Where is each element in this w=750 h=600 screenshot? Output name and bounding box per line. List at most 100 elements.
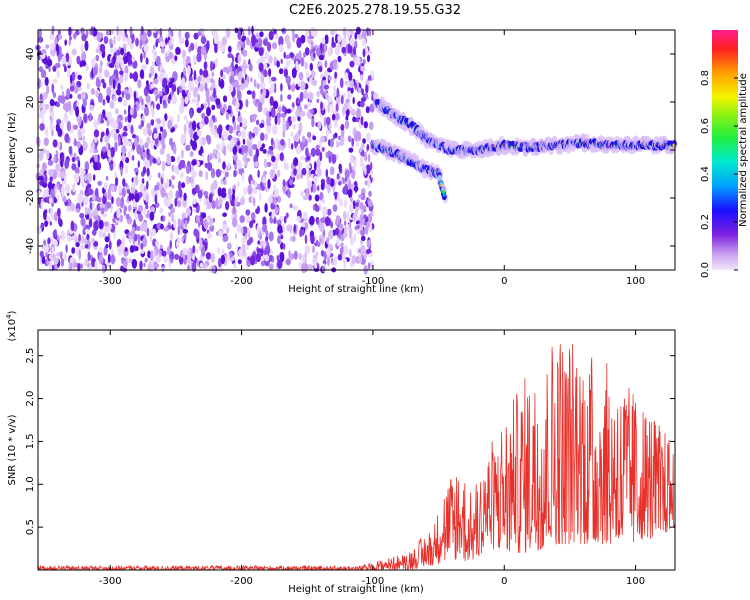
noise-blob bbox=[240, 197, 245, 206]
noise-blob bbox=[350, 202, 354, 213]
noise-blob bbox=[330, 30, 335, 36]
noise-blob bbox=[263, 170, 268, 176]
noise-blob bbox=[347, 188, 353, 199]
noise-blob bbox=[328, 129, 332, 134]
noise-blob bbox=[40, 69, 47, 79]
noise-blob bbox=[102, 146, 107, 153]
noise-blob bbox=[94, 187, 99, 198]
noise-blob bbox=[239, 215, 245, 224]
noise-blob bbox=[195, 215, 201, 224]
noise-blob bbox=[145, 95, 151, 103]
noise-blob bbox=[344, 183, 348, 193]
noise-blob bbox=[151, 228, 156, 237]
noise-blob bbox=[118, 76, 124, 84]
noise-blob bbox=[199, 137, 203, 148]
noise-blob bbox=[298, 161, 303, 168]
noise-blob bbox=[77, 74, 82, 80]
snr-y-ticks: 0.5 1.0 1.5 2.0 2.5 bbox=[25, 348, 675, 535]
noise-blob bbox=[364, 151, 368, 162]
noise-blob bbox=[192, 54, 197, 66]
noise-blob bbox=[60, 230, 66, 241]
noise-blob bbox=[262, 223, 268, 233]
noise-blob bbox=[173, 144, 177, 155]
noise-blob bbox=[360, 73, 364, 81]
noise-blob bbox=[110, 146, 115, 158]
noise-blob bbox=[297, 116, 301, 122]
noise-blob bbox=[190, 138, 193, 147]
noise-blob bbox=[262, 63, 268, 70]
noise-blob bbox=[81, 33, 87, 42]
noise-blob bbox=[342, 26, 347, 37]
noise-blob bbox=[216, 247, 220, 254]
noise-blob bbox=[274, 206, 279, 215]
noise-blob bbox=[177, 200, 182, 208]
noise-blob bbox=[69, 85, 75, 92]
noise-blob bbox=[104, 236, 110, 243]
noise-blob bbox=[359, 201, 364, 210]
noise-blob bbox=[367, 262, 371, 270]
noise-blob bbox=[43, 137, 49, 147]
noise-blob bbox=[128, 234, 132, 243]
noise-blob bbox=[360, 244, 366, 256]
noise-blob bbox=[192, 245, 196, 254]
noise-blob bbox=[302, 211, 308, 220]
noise-blob bbox=[200, 46, 206, 56]
noise-blob bbox=[350, 155, 353, 163]
noise-blob bbox=[268, 68, 272, 77]
noise-blob bbox=[70, 203, 75, 212]
noise-blob bbox=[291, 67, 297, 79]
noise-blob bbox=[95, 78, 101, 88]
noise-blob bbox=[101, 207, 105, 215]
noise-blob bbox=[298, 71, 304, 81]
noise-blob bbox=[241, 129, 246, 141]
noise-blob bbox=[181, 89, 186, 98]
snr-line bbox=[38, 344, 675, 570]
noise-blob bbox=[87, 188, 94, 196]
noise-blob bbox=[153, 89, 159, 96]
noise-blob bbox=[60, 257, 65, 267]
noise-blob bbox=[181, 97, 185, 108]
noise-blob bbox=[113, 121, 119, 130]
noise-blob bbox=[258, 69, 261, 79]
spectrogram-noise-region bbox=[35, 25, 375, 275]
noise-blob bbox=[191, 98, 197, 104]
noise-blob bbox=[312, 135, 317, 141]
noise-blob bbox=[320, 217, 326, 224]
noise-blob bbox=[316, 218, 319, 225]
noise-blob bbox=[68, 39, 72, 46]
noise-blob bbox=[323, 116, 327, 128]
noise-blob bbox=[335, 34, 339, 44]
noise-blob bbox=[183, 67, 186, 78]
noise-blob bbox=[129, 107, 134, 116]
noise-blob bbox=[325, 92, 329, 100]
noise-blob bbox=[311, 118, 315, 128]
noise-blob bbox=[192, 199, 197, 205]
noise-blob bbox=[169, 239, 173, 250]
noise-blob bbox=[174, 253, 180, 260]
noise-blob bbox=[185, 144, 191, 151]
noise-blob bbox=[83, 195, 89, 206]
y-tick-label: 20 bbox=[25, 96, 36, 109]
noise-blob bbox=[300, 56, 305, 67]
noise-blob bbox=[46, 260, 50, 266]
noise-blob bbox=[151, 188, 155, 198]
noise-blob bbox=[121, 236, 126, 246]
noise-blob bbox=[230, 137, 235, 148]
noise-blob bbox=[268, 196, 273, 204]
noise-blob bbox=[212, 188, 216, 194]
noise-blob bbox=[150, 206, 155, 214]
noise-blob bbox=[348, 71, 353, 81]
noise-blob bbox=[299, 141, 305, 151]
noise-blob bbox=[313, 52, 316, 58]
noise-blob bbox=[316, 167, 322, 177]
noise-blob bbox=[346, 81, 351, 88]
noise-blob bbox=[222, 161, 226, 170]
noise-blob bbox=[122, 135, 128, 146]
colorbar-tick-label: 0.6 bbox=[700, 118, 711, 134]
noise-blob bbox=[143, 185, 147, 192]
noise-blob bbox=[103, 36, 109, 44]
noise-blob bbox=[196, 129, 202, 137]
noise-blob bbox=[94, 220, 99, 231]
noise-blob bbox=[146, 122, 151, 129]
